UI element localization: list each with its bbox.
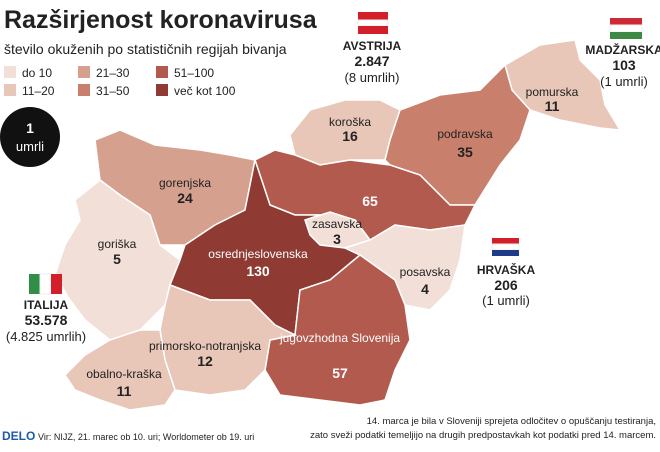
region-name: goriška: [98, 237, 137, 251]
flag-croatia: [492, 250, 519, 256]
subtitle: število okuženih po statističnih regijah…: [4, 41, 287, 57]
region-count: 24: [177, 190, 193, 206]
country-cases: 2.847: [354, 53, 389, 69]
badge: [0, 107, 60, 167]
region-count: 4: [421, 281, 429, 297]
note-line: 14. marca je bila v Sloveniji sprejeta o…: [367, 416, 656, 427]
country-deaths: (8 umrlih): [345, 70, 400, 85]
region-count: 35: [457, 144, 473, 160]
region-name: osrednjeslovenska: [208, 247, 308, 261]
flag-italy: [29, 274, 40, 294]
country-name: HRVAŠKA: [477, 262, 536, 277]
flag-italy: [39, 273, 52, 295]
legend-label: 11–20: [22, 84, 55, 98]
jugovzhodna-label: jugovzhodna Slovenija 57: [279, 331, 400, 381]
sources: Vir: NIJZ, 21. marec ob 10. uri; Worldom…: [38, 432, 254, 442]
country-cases: 206: [494, 277, 518, 293]
country-deaths: (1 umrli): [600, 74, 648, 89]
region-count: 11: [545, 98, 560, 114]
region: [384, 63, 531, 206]
region: [342, 224, 466, 311]
note-line: zato sveži podatki temeljijo na drugih p…: [310, 430, 656, 441]
legend-label: do 10: [22, 66, 52, 80]
badge-value: 1: [26, 120, 34, 136]
region-labels: pomurska 11 koroška 16 podravska 35 65 z…: [86, 85, 578, 399]
legend-label: več kot 100: [174, 84, 236, 98]
region-count: 5: [113, 251, 121, 267]
region-count: 130: [246, 263, 270, 279]
title: Razširjenost koronavirusa: [4, 6, 318, 34]
region-count: 12: [197, 353, 213, 369]
flag-austria: [358, 12, 388, 20]
flag-austria: [358, 26, 388, 34]
legend-label: 51–100: [174, 66, 214, 80]
region-name: gorenjska: [159, 176, 211, 190]
region: [64, 329, 176, 411]
flag-austria: [357, 19, 389, 27]
legend: do 10 11–20 21–30 31–50 51–100 več kot 1…: [4, 66, 236, 98]
region-name: pomurska: [526, 85, 579, 99]
flag-italy: [51, 274, 62, 294]
legend-swatch: [78, 84, 90, 96]
brand: DELO: [2, 429, 35, 443]
country-deaths: (1 umrli): [482, 293, 530, 308]
region-count: 57: [332, 365, 348, 381]
flag-croatia: [491, 243, 520, 251]
flag-hungary: [610, 32, 642, 39]
country-name: MADŽARSKA: [585, 42, 660, 57]
flag-hungary: [609, 24, 643, 33]
region-name: zasavska: [312, 217, 362, 231]
region-name: koroška: [329, 115, 371, 129]
badge-label: umrli: [16, 139, 44, 154]
map: [54, 39, 622, 411]
region-name: primorsko-notranjska: [149, 339, 261, 353]
region-count: 11: [117, 383, 132, 399]
region-name: podravska: [437, 127, 493, 141]
legend-swatch: [4, 66, 16, 78]
legend-swatch: [156, 66, 168, 78]
legend-swatch: [78, 66, 90, 78]
region-count: 3: [333, 231, 341, 247]
region-name: obalno-kraška: [86, 367, 162, 381]
flag-croatia: [492, 238, 519, 244]
legend-swatch: [156, 84, 168, 96]
country-cases: 53.578: [25, 312, 68, 328]
legend-label: 21–30: [96, 66, 130, 80]
country-deaths: (4.825 umrlih): [6, 329, 86, 344]
country-cases: 103: [612, 57, 636, 73]
region-name: jugovzhodna Slovenija: [279, 331, 400, 345]
legend-swatch: [4, 84, 16, 96]
country-name: ITALIJA: [24, 298, 69, 312]
country-name: AVSTRIJA: [343, 39, 402, 53]
region-count: 16: [342, 128, 358, 144]
flags: [29, 12, 643, 295]
flag-hungary: [610, 18, 642, 25]
legend-label: 31–50: [96, 84, 130, 98]
region-name: posavska: [400, 265, 451, 279]
region-count: 65: [362, 193, 378, 209]
countries: AVSTRIJA 2.847 (8 umrlih) MADŽARSKA 103 …: [6, 39, 660, 344]
